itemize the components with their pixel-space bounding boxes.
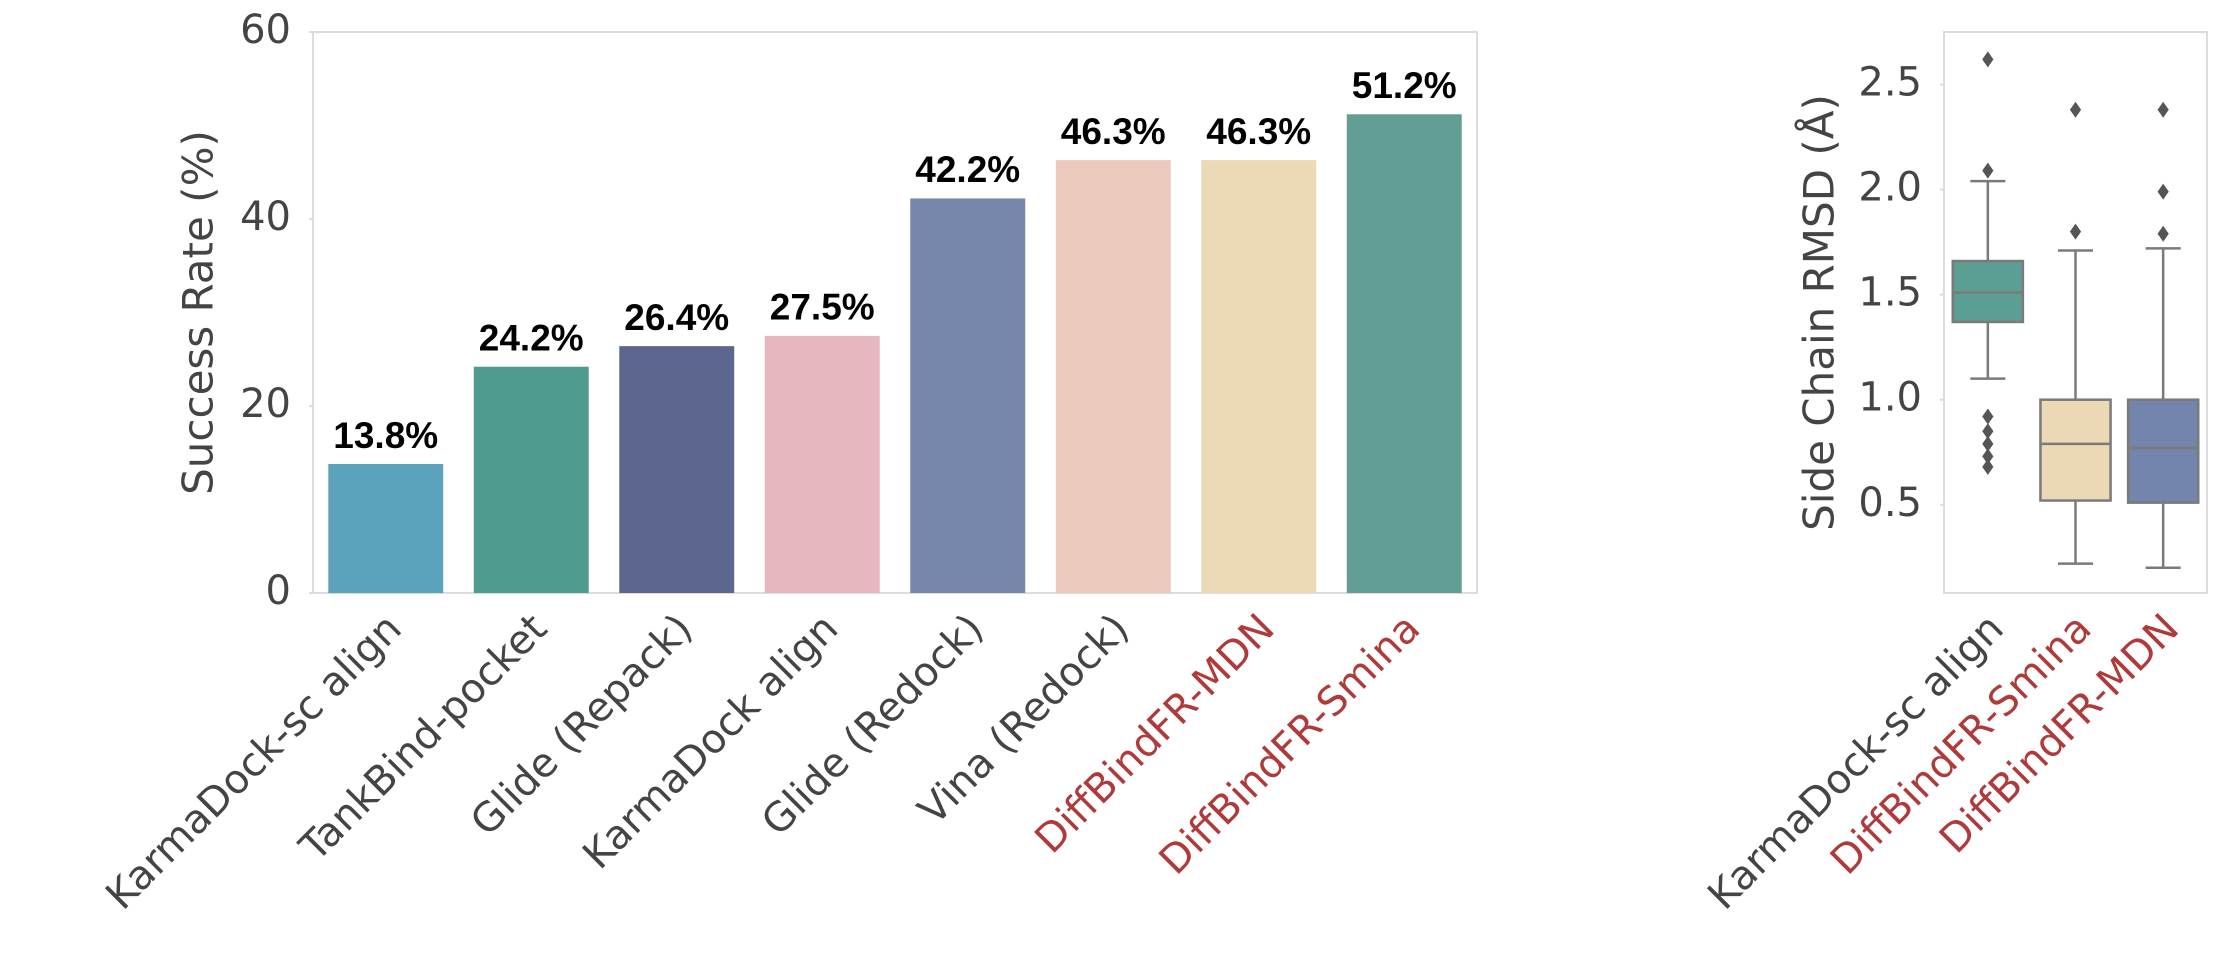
- value-label: 46.3%: [1206, 111, 1311, 152]
- x-tick-label: TankBind-pocket: [291, 605, 556, 870]
- x-tick-label: KarmaDock align: [574, 605, 847, 878]
- outlier: [1982, 435, 1994, 452]
- bar: [1055, 160, 1171, 593]
- outlier: [2157, 101, 2169, 118]
- outlier: [1982, 162, 1994, 179]
- outlier: [1982, 458, 1994, 475]
- box: [2039, 398, 2112, 502]
- value-label: 26.4%: [624, 297, 729, 338]
- outlier: [2069, 101, 2082, 118]
- outlier: [2157, 183, 2169, 200]
- bar: [619, 346, 735, 593]
- value-label: 27.5%: [770, 287, 875, 328]
- plot-frame: [1943, 31, 2208, 594]
- value-label: 24.2%: [479, 318, 584, 359]
- x-tick-label: KarmaDock-sc align: [97, 605, 410, 918]
- outlier: [1982, 448, 1994, 465]
- bar: [910, 198, 1026, 593]
- plot-frame: [312, 31, 1478, 594]
- y-tick-label: 60: [240, 7, 291, 53]
- outlier: [1982, 51, 1994, 68]
- y-tick-label: 40: [240, 194, 291, 240]
- value-label: 46.3%: [1061, 111, 1166, 152]
- y-tick-label: 0: [266, 568, 291, 614]
- outlier: [2157, 225, 2169, 242]
- bar: [473, 366, 589, 593]
- x-tick-label: DiffBindFR-MDN: [1026, 605, 1283, 862]
- value-label: 42.2%: [915, 149, 1020, 190]
- value-label: 13.8%: [333, 415, 438, 456]
- y-tick-label: 0.5: [1858, 480, 1922, 526]
- y-tick-label: 1.0: [1858, 375, 1922, 421]
- bar: [764, 335, 880, 593]
- outlier: [2069, 223, 2082, 240]
- y-tick-label: 1.5: [1858, 270, 1922, 316]
- y-tick-label: 2.5: [1858, 60, 1922, 106]
- bar: [1346, 114, 1462, 593]
- y-tick-label: 2.0: [1858, 165, 1922, 211]
- outlier: [1982, 423, 1994, 440]
- x-tick-label: DiffBindFR-Smina: [1151, 605, 1429, 883]
- bar: [1201, 160, 1317, 593]
- y-axis-label: Side Chain RMSD (Å): [1794, 94, 1844, 531]
- y-tick-label: 20: [240, 381, 291, 427]
- box: [2126, 398, 2200, 504]
- value-label: 51.2%: [1352, 65, 1457, 106]
- y-axis-label: Success Rate (%): [174, 130, 223, 495]
- bar: [328, 463, 444, 593]
- outlier: [1982, 408, 1994, 425]
